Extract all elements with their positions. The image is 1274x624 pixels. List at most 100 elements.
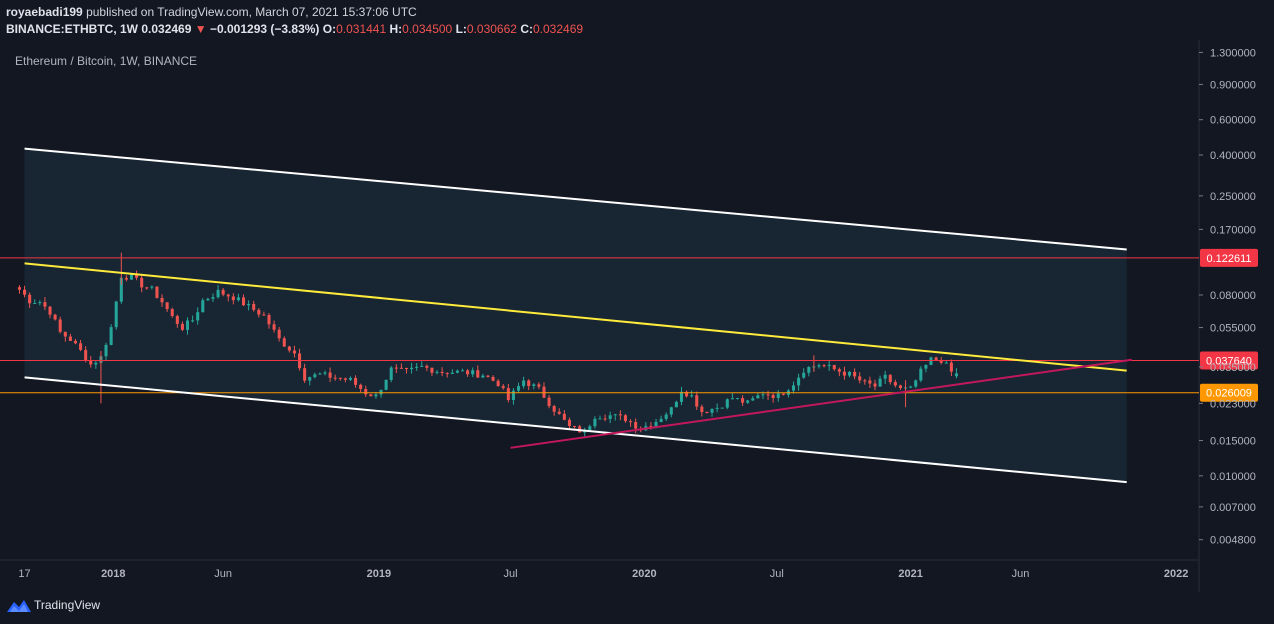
candle-body[interactable] — [445, 372, 449, 374]
trend-lines-layer[interactable] — [24, 147, 1132, 484]
publisher-name[interactable]: royaebadi199 — [6, 5, 83, 19]
candle-body[interactable] — [939, 360, 943, 363]
candle-body[interactable] — [954, 373, 958, 377]
candle-body[interactable] — [226, 294, 230, 297]
candle-body[interactable] — [267, 315, 271, 325]
candle-body[interactable] — [124, 277, 128, 280]
candle-body[interactable] — [547, 397, 551, 407]
candle-body[interactable] — [262, 314, 266, 316]
candle-body[interactable] — [114, 301, 118, 328]
candle-body[interactable] — [496, 380, 500, 387]
candle-body[interactable] — [364, 388, 368, 395]
candle-body[interactable] — [679, 391, 684, 402]
candle-body[interactable] — [63, 331, 67, 337]
candle-body[interactable] — [84, 349, 88, 361]
candle-body[interactable] — [771, 394, 775, 398]
trend-line-yellow-resistance[interactable] — [24, 262, 1127, 372]
candle-body[interactable] — [38, 302, 42, 304]
candle-body[interactable] — [776, 393, 780, 398]
candle-body[interactable] — [236, 297, 240, 301]
candle-body[interactable] — [735, 398, 740, 400]
candle-body[interactable] — [140, 277, 144, 288]
candle-body[interactable] — [761, 394, 765, 396]
candle-body[interactable] — [522, 380, 526, 387]
candle-body[interactable] — [695, 395, 699, 407]
candle-body[interactable] — [659, 418, 663, 422]
candle-body[interactable] — [598, 418, 602, 420]
candle-body[interactable] — [873, 383, 877, 387]
tradingview-brand[interactable]: TradingView — [34, 598, 101, 612]
candle-body[interactable] — [853, 371, 857, 377]
candle-body[interactable] — [79, 343, 83, 350]
candle-body[interactable] — [878, 378, 882, 387]
candle-body[interactable] — [664, 414, 668, 419]
candle-body[interactable] — [797, 377, 801, 386]
candle-body[interactable] — [328, 372, 332, 378]
candle-body[interactable] — [150, 286, 154, 288]
candle-body[interactable] — [359, 384, 363, 389]
candle-body[interactable] — [715, 407, 719, 409]
candle-body[interactable] — [303, 368, 307, 381]
candle-body[interactable] — [654, 421, 658, 427]
candle-body[interactable] — [425, 365, 429, 368]
candle-body[interactable] — [506, 388, 510, 400]
candle-body[interactable] — [389, 367, 393, 380]
candle-body[interactable] — [28, 294, 32, 304]
candle-body[interactable] — [73, 340, 78, 344]
candle-body[interactable] — [532, 384, 536, 386]
candle-body[interactable] — [949, 362, 953, 372]
candle-body[interactable] — [287, 346, 291, 351]
candle-body[interactable] — [766, 394, 770, 396]
candle-body[interactable] — [180, 323, 184, 330]
candle-body[interactable] — [129, 274, 134, 280]
candle-body[interactable] — [313, 374, 317, 378]
candle-body[interactable] — [567, 419, 571, 427]
candle-body[interactable] — [929, 357, 933, 365]
candle-body[interactable] — [333, 377, 337, 379]
candle-body[interactable] — [603, 418, 607, 420]
candle-body[interactable] — [720, 407, 724, 409]
candle-body[interactable] — [272, 324, 276, 330]
candle-body[interactable] — [430, 367, 434, 373]
candle-body[interactable] — [537, 384, 541, 387]
candle-body[interactable] — [109, 327, 113, 345]
candle-body[interactable] — [201, 300, 205, 313]
candle-body[interactable] — [165, 302, 169, 310]
candle-body[interactable] — [817, 365, 821, 367]
candle-body[interactable] — [888, 374, 892, 383]
price-chart[interactable]: 0.122611 0.037640 0.026009 1.300000 0.90000… — [0, 40, 1274, 592]
candle-body[interactable] — [700, 406, 704, 412]
candle-body[interactable] — [53, 314, 57, 320]
candle-body[interactable] — [89, 360, 93, 365]
candle-body[interactable] — [842, 371, 846, 376]
candle-body[interactable] — [623, 415, 627, 422]
candle-body[interactable] — [690, 395, 694, 397]
candle-body[interactable] — [669, 407, 673, 415]
candle-body[interactable] — [613, 414, 617, 416]
trend-line-magenta-support[interactable] — [510, 358, 1132, 449]
time-axis[interactable]: 17 2018 Jun 2019 Jul 2020 Jul 2021 Jun 2022 — [18, 568, 1188, 580]
candle-body[interactable] — [934, 357, 938, 361]
candle-body[interactable] — [175, 315, 179, 324]
candle-body[interactable] — [379, 389, 383, 395]
candle-body[interactable] — [242, 297, 246, 306]
price-axis[interactable]: 1.300000 0.900000 0.600000 0.400000 0.250000… — [1199, 47, 1256, 547]
candle-body[interactable] — [257, 309, 261, 315]
candle-body[interactable] — [573, 426, 577, 428]
candle-body[interactable] — [155, 286, 159, 298]
candle-body[interactable] — [516, 386, 521, 391]
candle-body[interactable] — [94, 362, 98, 365]
candle-body[interactable] — [68, 336, 72, 341]
candle-body[interactable] — [848, 371, 852, 376]
candle-body[interactable] — [562, 413, 566, 420]
candle-body[interactable] — [527, 380, 531, 386]
candle-body[interactable] — [160, 297, 164, 303]
candle-body[interactable] — [369, 394, 373, 397]
candle-body[interactable] — [450, 372, 454, 374]
candle-body[interactable] — [394, 367, 398, 369]
candle-body[interactable] — [868, 380, 872, 384]
candle-body[interactable] — [629, 421, 633, 423]
candle-body[interactable] — [476, 370, 480, 378]
candle-body[interactable] — [730, 398, 734, 400]
candle-body[interactable] — [135, 274, 139, 278]
